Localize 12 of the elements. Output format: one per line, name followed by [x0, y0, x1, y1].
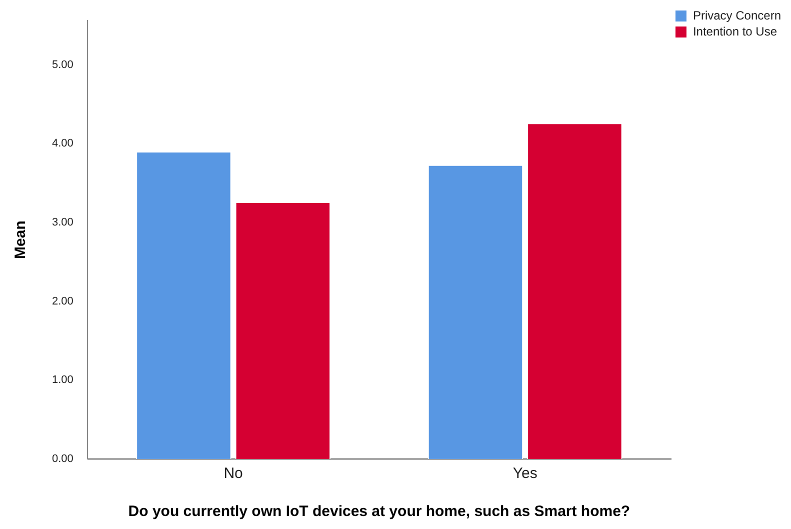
y-tick-label: 0.00: [52, 453, 74, 466]
y-axis-title: Mean: [12, 220, 30, 259]
x-tick-label: Yes: [512, 465, 538, 482]
y-tick-label: 5.00: [52, 58, 74, 71]
legend-label: Intention to Use: [692, 24, 778, 38]
y-tick-label: 2.00: [52, 295, 74, 308]
x-tick-label: No: [224, 465, 243, 482]
y-tick-label: 3.00: [52, 216, 74, 228]
legend-label: Privacy Concern: [692, 8, 781, 22]
y-tick-label: 1.00: [52, 374, 74, 386]
y-tick-label: 4.00: [52, 138, 74, 150]
x-axis-title: Do you currently own IoT devices at your home, such as Smart home?: [128, 503, 630, 520]
